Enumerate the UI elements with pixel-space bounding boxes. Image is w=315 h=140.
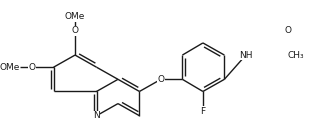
Text: O: O — [158, 75, 164, 84]
Text: O: O — [72, 26, 78, 35]
Text: NH: NH — [239, 51, 253, 60]
Text: F: F — [200, 107, 205, 116]
Text: OMe: OMe — [0, 63, 20, 72]
Text: O: O — [29, 63, 36, 72]
Text: OMe: OMe — [65, 12, 85, 21]
Text: N: N — [93, 111, 100, 120]
Text: O: O — [284, 26, 291, 35]
Text: CH₃: CH₃ — [288, 51, 305, 60]
